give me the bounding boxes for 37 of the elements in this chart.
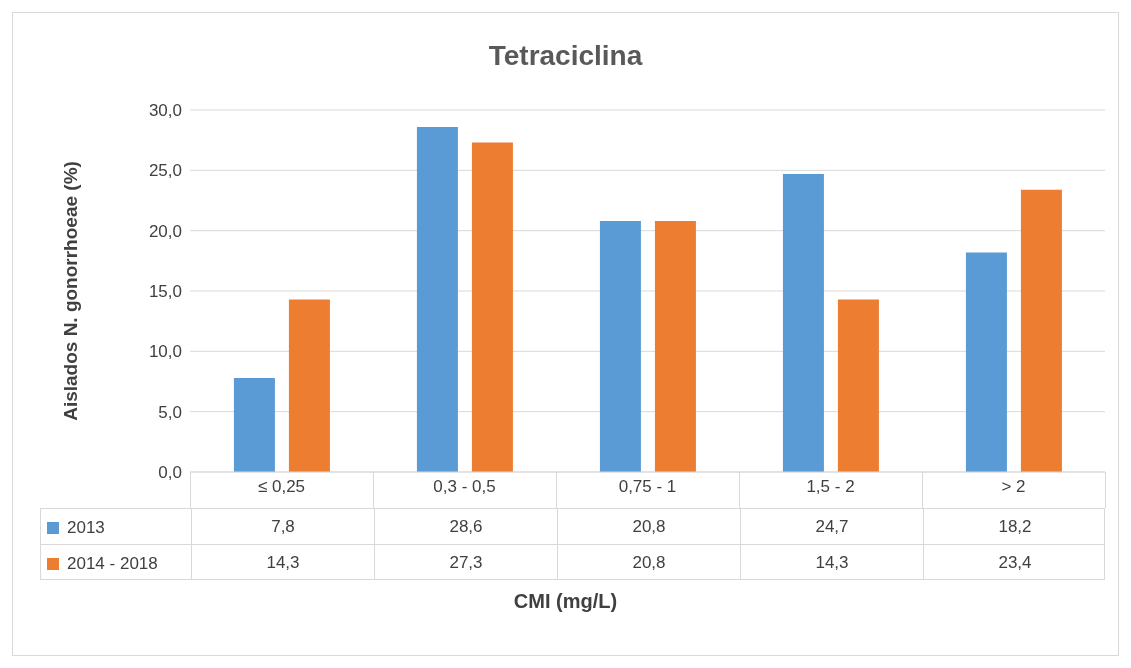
bar [416,126,458,472]
data-label: 18,2 [923,509,1106,544]
legend-label: 2014 - 2018 [67,554,158,574]
bar [837,299,879,472]
bar [654,221,696,472]
x-tick-label: 1,5 - 2 [806,477,855,497]
y-tick-label: 0,0 [158,463,182,483]
bar [599,221,641,472]
data-label: 28,6 [374,509,557,544]
x-axis-title: CMI (mg/L) [512,590,619,613]
bar [965,252,1007,472]
y-tick-label: 20,0 [148,221,182,241]
bar [471,142,513,472]
y-tick-label: 30,0 [148,101,182,121]
chart-title: Tetraciclina [487,40,644,72]
data-label: 14,3 [740,545,923,580]
bar [288,299,330,472]
x-tick-label: 0,3 - 0,5 [433,477,496,497]
data-label: 20,8 [557,545,740,580]
y-tick-label: 10,0 [148,342,182,362]
x-tick-label: ≤ 0,25 [257,477,306,497]
bar [233,377,275,472]
legend-label: 2013 [67,518,105,538]
data-label: 23,4 [923,545,1106,580]
x-tick-label: > 2 [1001,477,1026,497]
data-label: 24,7 [740,509,923,544]
y-axis-title: Aislados N. gonorrhoeae (%) [59,161,81,421]
bar [1020,189,1062,472]
data-label: 14,3 [191,545,374,580]
y-tick-label: 5,0 [158,402,182,422]
x-tick-label: 0,75 - 1 [618,477,677,497]
data-label: 7,8 [191,509,374,544]
y-tick-label: 25,0 [148,161,182,181]
data-label: 27,3 [374,545,557,580]
y-tick-label: 15,0 [148,282,182,302]
data-label: 20,8 [557,509,740,544]
bar [782,173,824,472]
